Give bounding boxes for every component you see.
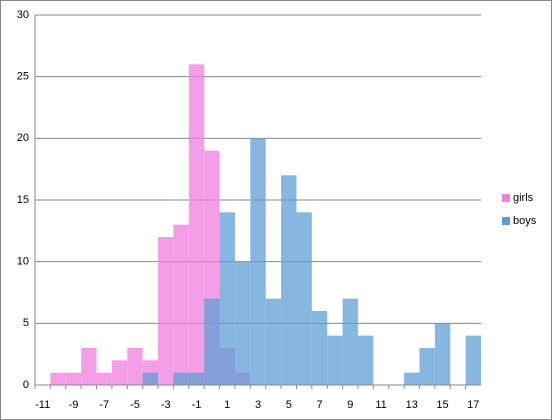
bar bbox=[250, 138, 266, 385]
bar bbox=[281, 175, 297, 385]
bar bbox=[50, 372, 66, 385]
bar bbox=[296, 212, 312, 385]
legend-swatch bbox=[502, 217, 510, 225]
legend: girls boys bbox=[502, 192, 537, 227]
legend-label: boys bbox=[513, 215, 537, 227]
bar bbox=[142, 372, 159, 385]
y-tick-label: 25 bbox=[17, 71, 29, 83]
bar bbox=[434, 323, 451, 385]
x-tick-label: 15 bbox=[436, 399, 448, 411]
x-tick-label: -5 bbox=[130, 399, 140, 411]
x-tick-label: 11 bbox=[375, 399, 386, 411]
legend-label: girls bbox=[513, 192, 534, 204]
bar bbox=[311, 311, 328, 385]
bar bbox=[158, 237, 174, 385]
bar bbox=[219, 212, 235, 385]
x-tick-label: -7 bbox=[99, 399, 109, 411]
bar bbox=[404, 372, 420, 385]
bar bbox=[96, 372, 112, 385]
y-tick-label: 15 bbox=[17, 194, 29, 206]
x-tick-label: 1 bbox=[224, 399, 230, 411]
bar bbox=[465, 335, 481, 385]
y-tick-label: 10 bbox=[17, 256, 29, 268]
bar bbox=[188, 64, 205, 385]
bar bbox=[327, 335, 343, 385]
y-tick-label: 20 bbox=[17, 132, 29, 144]
bar bbox=[234, 261, 251, 385]
bar bbox=[173, 372, 189, 385]
x-tick-label: -11 bbox=[35, 399, 50, 411]
y-tick-label: 0 bbox=[23, 379, 29, 391]
bar bbox=[173, 224, 189, 385]
y-tick-label: 30 bbox=[17, 9, 29, 21]
x-tick-label: 13 bbox=[406, 399, 418, 411]
bar bbox=[188, 372, 205, 385]
x-tick-label: -3 bbox=[161, 399, 171, 411]
bar bbox=[357, 335, 374, 385]
bar bbox=[65, 372, 82, 385]
x-tick-label: 7 bbox=[316, 399, 322, 411]
bar bbox=[204, 298, 220, 385]
bar bbox=[342, 298, 358, 385]
x-tick-label: 3 bbox=[255, 399, 261, 411]
legend-swatch bbox=[502, 194, 510, 202]
bar bbox=[81, 348, 97, 385]
x-tick-label: -1 bbox=[192, 399, 202, 411]
x-tick-label: 17 bbox=[467, 399, 479, 411]
bar bbox=[111, 360, 128, 385]
bar bbox=[419, 348, 435, 385]
x-tick-label: 9 bbox=[347, 399, 353, 411]
y-tick-label: 5 bbox=[23, 317, 29, 329]
x-tick-label: 5 bbox=[286, 399, 292, 411]
x-tick-label: -9 bbox=[69, 399, 79, 411]
bar bbox=[265, 298, 282, 385]
bar bbox=[127, 348, 143, 385]
